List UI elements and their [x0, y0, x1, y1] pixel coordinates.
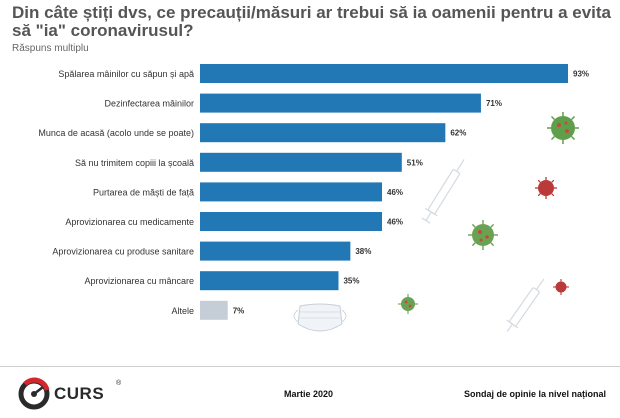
- bar: [200, 152, 402, 172]
- face-mask-icon: [293, 303, 347, 332]
- syringe-icon: [506, 278, 545, 332]
- bar: [200, 182, 383, 202]
- virus-icon: [553, 279, 569, 295]
- bar: [200, 64, 568, 83]
- value-label: 71%: [486, 99, 502, 108]
- category-label: Să nu trimitem copiii la școală: [75, 158, 194, 168]
- chart-subtitle: Răspuns multiplu: [12, 43, 89, 54]
- syringe-icon: [421, 159, 465, 224]
- speedometer-icon: [18, 377, 50, 410]
- value-label: 51%: [407, 158, 423, 167]
- virus-icon: [535, 177, 557, 199]
- value-label: 38%: [355, 247, 371, 256]
- category-label: Altele: [171, 306, 194, 316]
- category-label: Aprovizionarea cu produse sanitare: [52, 247, 194, 257]
- category-label: Aprovizionarea cu medicamente: [65, 217, 194, 227]
- virus-icon: [468, 220, 498, 250]
- virus-icon: [398, 294, 418, 314]
- bar: [200, 271, 339, 291]
- value-label: 93%: [573, 70, 589, 79]
- survey-date: Martie 2020: [284, 389, 334, 399]
- bar-chart: Spălarea mâinilor cu săpun și apă 93% Dezi…: [38, 64, 589, 332]
- bar: [200, 123, 446, 143]
- bar: [200, 93, 481, 113]
- registered-mark: ®: [116, 380, 122, 387]
- virus-icon: [547, 112, 579, 144]
- bar: [200, 212, 383, 231]
- footer-divider: [0, 366, 620, 367]
- survey-type: Sondaj de opinie la nivel național: [463, 389, 606, 399]
- category-label: Dezinfectarea mâinilor: [104, 99, 194, 109]
- bar: [200, 241, 351, 261]
- brand-name: CURS: [54, 384, 105, 403]
- category-label: Munca de acasă (acolo unde se poate): [38, 128, 194, 138]
- value-label: 62%: [450, 129, 466, 138]
- category-label: Aprovizionarea cu mâncare: [84, 276, 194, 286]
- chart-title: Din câte știți dvs, ce precauții/măsuri …: [12, 3, 611, 40]
- bar: [200, 300, 228, 320]
- category-label: Spălarea mâinilor cu săpun și apă: [58, 69, 194, 79]
- value-label: 7%: [233, 306, 245, 315]
- curs-logo: [18, 377, 50, 410]
- value-label: 46%: [387, 188, 403, 197]
- category-label: Purtarea de măști de față: [93, 187, 194, 197]
- value-label: 35%: [343, 277, 359, 286]
- value-label: 46%: [387, 218, 403, 227]
